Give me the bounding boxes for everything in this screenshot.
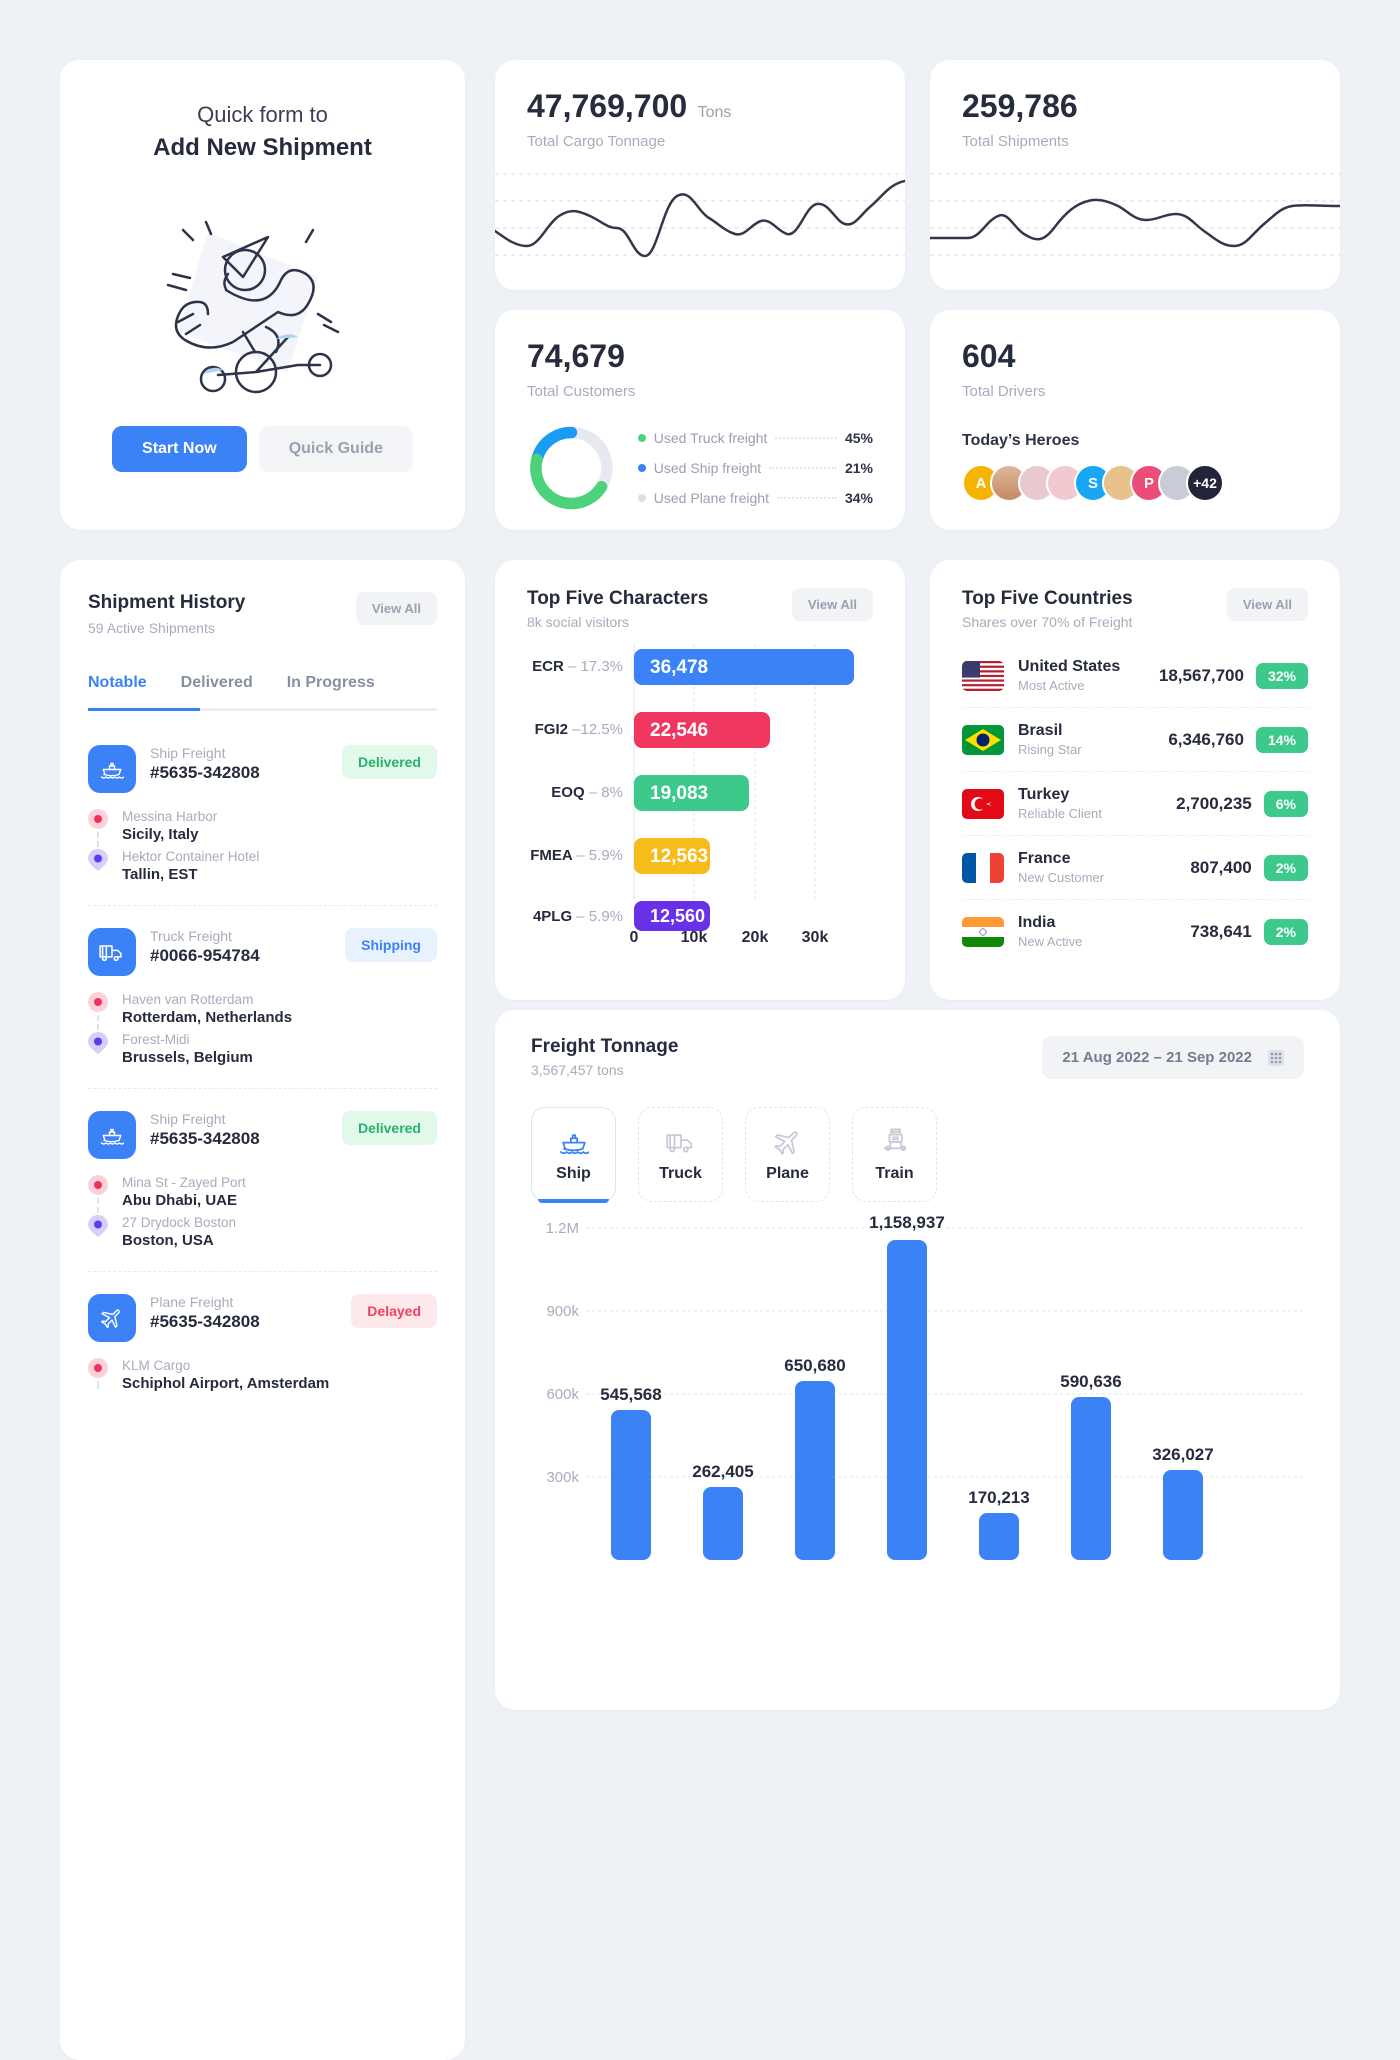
svg-text:ECR – 17.3%: ECR – 17.3% (532, 658, 623, 675)
svg-text:FMEA – 5.9%: FMEA – 5.9% (530, 847, 623, 864)
svg-text:1,158,937: 1,158,937 (869, 1213, 945, 1232)
svg-text:300k: 300k (546, 1469, 579, 1486)
svg-text:30k: 30k (802, 929, 829, 944)
svg-text:10k: 10k (681, 929, 708, 944)
svg-text:4PLG – 5.9%: 4PLG – 5.9% (533, 908, 623, 925)
svg-text:20k: 20k (742, 929, 769, 944)
svg-text:600k: 600k (546, 1386, 579, 1403)
svg-text:19,083: 19,083 (650, 783, 708, 804)
svg-text:326,027: 326,027 (1152, 1445, 1213, 1464)
svg-text:EOQ – 8%: EOQ – 8% (551, 784, 623, 801)
svg-text:650,680: 650,680 (784, 1356, 845, 1375)
svg-text:170,213: 170,213 (968, 1488, 1029, 1507)
svg-text:590,636: 590,636 (1060, 1372, 1121, 1391)
svg-text:12,560: 12,560 (650, 906, 705, 926)
svg-text:0: 0 (630, 929, 639, 944)
svg-text:12,563: 12,563 (650, 846, 708, 867)
svg-text:36,478: 36,478 (650, 657, 708, 678)
svg-text:545,568: 545,568 (600, 1385, 661, 1404)
svg-text:22,546: 22,546 (650, 720, 708, 741)
svg-text:1.2M: 1.2M (546, 1220, 579, 1237)
svg-text:900k: 900k (546, 1303, 579, 1320)
svg-text:262,405: 262,405 (692, 1462, 753, 1481)
svg-text:FGI2 –12.5%: FGI2 –12.5% (535, 721, 623, 738)
